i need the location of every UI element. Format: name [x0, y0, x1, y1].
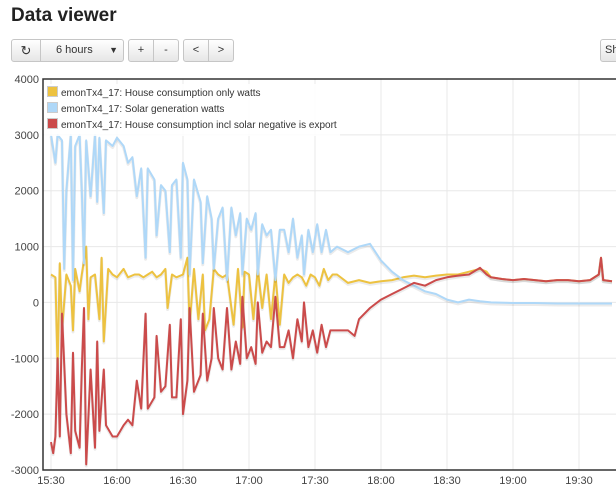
series-line-2	[50, 133, 612, 305]
pan-right-button[interactable]: >	[208, 39, 234, 62]
chart-legend: emonTx4_17: House consumption only watts…	[44, 84, 340, 136]
legend-label: emonTx4_17: Solar generation watts	[61, 104, 225, 115]
timewindow-select[interactable]: 6 hours ▼	[40, 39, 124, 62]
x-tick-label: 19:30	[565, 475, 593, 487]
y-tick-label: 2000	[15, 186, 39, 198]
refresh-button[interactable]: ↻	[11, 39, 41, 62]
refresh-icon: ↻	[20, 43, 32, 58]
y-tick-label: 4000	[15, 74, 39, 86]
legend-swatch	[47, 118, 58, 129]
zoom-in-button[interactable]: +	[128, 39, 154, 62]
page-title: Data viewer	[11, 5, 117, 26]
x-tick-label: 18:30	[433, 475, 461, 487]
x-tick-label: 16:30	[169, 475, 197, 487]
legend-swatch	[47, 86, 58, 97]
y-tick-label: 3000	[15, 130, 39, 142]
legend-item: emonTx4_17: Solar generation watts	[47, 102, 337, 118]
series-line-3	[50, 256, 613, 466]
legend-swatch	[47, 102, 58, 113]
y-tick-label: 1000	[15, 242, 39, 254]
y-tick-label: -1000	[11, 353, 39, 365]
y-tick-label: 0	[33, 297, 39, 309]
x-tick-label: 18:00	[367, 475, 395, 487]
pan-left-button[interactable]: <	[183, 39, 209, 62]
chart-area: -3000 -2000 -1000 0 1000 2000 3000 4000 15:30 16:…	[11, 74, 616, 487]
legend-label: emonTx4_17: House consumption incl solar…	[61, 120, 337, 131]
x-tick-label: 17:30	[301, 475, 329, 487]
show-button[interactable]: Sh	[600, 39, 616, 62]
plot-background	[43, 79, 616, 470]
plot-frame	[42, 78, 616, 471]
y-tick-label: -2000	[11, 409, 39, 421]
legend-label: emonTx4_17: House consumption only watts	[61, 88, 261, 99]
series-line-1	[50, 245, 613, 371]
legend-item: emonTx4_17: House consumption incl solar…	[47, 118, 337, 134]
y-tick-label: -3000	[11, 465, 39, 477]
timewindow-value: 6 hours	[56, 44, 93, 56]
legend-item: emonTx4_17: House consumption only watts	[47, 86, 337, 102]
x-tick-label: 15:30	[37, 475, 65, 487]
x-tick-label: 17:00	[235, 475, 263, 487]
x-tick-label: 16:00	[103, 475, 131, 487]
chevron-down-icon: ▼	[109, 45, 118, 55]
zoom-out-button[interactable]: -	[153, 39, 179, 62]
x-tick-label: 19:00	[499, 475, 527, 487]
